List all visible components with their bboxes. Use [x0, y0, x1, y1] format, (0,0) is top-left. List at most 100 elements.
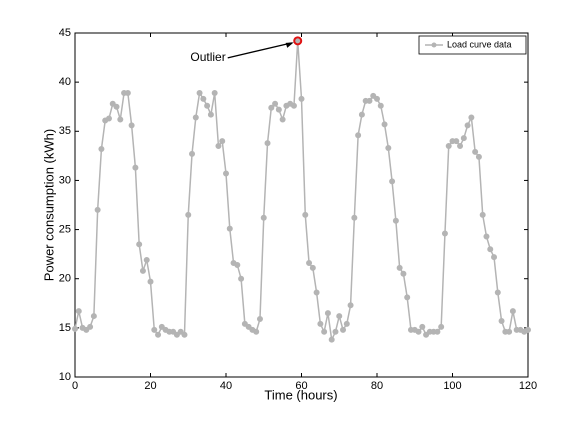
- y-tick-label: 35: [59, 125, 71, 137]
- data-point: [351, 214, 358, 221]
- data-point: [132, 164, 139, 171]
- data-point: [256, 316, 263, 323]
- data-point: [317, 320, 324, 327]
- x-tick-label: 60: [295, 380, 307, 392]
- data-point: [260, 214, 267, 221]
- data-point: [358, 111, 365, 118]
- annotation-arrowhead: [285, 42, 294, 48]
- legend-label: Load curve data: [447, 39, 512, 49]
- data-point: [381, 121, 388, 128]
- data-point: [434, 328, 441, 335]
- data-point: [279, 116, 286, 123]
- x-tick-label: 80: [371, 380, 383, 392]
- data-point: [385, 144, 392, 151]
- data-point: [487, 246, 494, 253]
- data-point: [128, 122, 135, 129]
- data-point: [415, 328, 422, 335]
- data-point: [441, 230, 448, 237]
- data-point: [90, 313, 97, 320]
- data-point: [396, 264, 403, 271]
- data-point: [238, 275, 245, 282]
- data-point: [355, 132, 362, 139]
- data-point: [294, 37, 301, 44]
- data-point: [468, 114, 475, 121]
- data-point: [109, 100, 116, 107]
- data-point: [494, 289, 501, 296]
- data-point: [374, 95, 380, 102]
- data-point: [241, 320, 248, 327]
- data-point: [457, 143, 464, 150]
- data-point: [483, 233, 490, 240]
- y-tick-label: 40: [59, 76, 71, 88]
- data-point: [219, 138, 226, 145]
- data-point: [377, 102, 384, 109]
- data-point: [98, 145, 105, 152]
- data-point: [479, 211, 486, 218]
- data-point: [173, 331, 180, 338]
- data-point: [223, 170, 229, 177]
- data-point: [83, 326, 90, 333]
- y-tick-label: 10: [59, 371, 71, 383]
- legend-box: [418, 35, 527, 55]
- data-point: [475, 153, 482, 160]
- data-point: [445, 143, 452, 150]
- data-point: [453, 138, 460, 145]
- data-point: [245, 323, 252, 330]
- data-point: [404, 294, 411, 301]
- data-point: [400, 270, 407, 277]
- data-point: [302, 211, 309, 218]
- data-point: [94, 206, 101, 213]
- annotation-text: Outlier: [190, 50, 225, 64]
- data-point: [72, 325, 78, 332]
- data-point: [506, 328, 513, 335]
- data-point: [370, 92, 377, 99]
- data-point: [151, 326, 158, 333]
- data-point: [158, 323, 165, 330]
- data-point: [313, 289, 320, 296]
- x-axis-label: Time (hours): [264, 387, 337, 402]
- data-point: [438, 323, 445, 330]
- data-point: [204, 102, 211, 109]
- data-point: [272, 100, 279, 107]
- data-point: [155, 331, 162, 338]
- y-tick-label: 45: [59, 27, 71, 39]
- x-tick-label: 40: [220, 380, 232, 392]
- data-point: [525, 326, 531, 333]
- data-point: [200, 95, 207, 102]
- data-point: [419, 323, 426, 330]
- data-point: [234, 261, 241, 268]
- y-axis-label: Power consumption (kWh): [41, 129, 56, 281]
- y-tick-label: 25: [59, 223, 71, 235]
- annotation-arrow: [227, 42, 292, 59]
- data-point: [336, 313, 343, 320]
- data-point: [189, 150, 196, 157]
- data-point: [321, 328, 328, 335]
- y-tick-label: 15: [59, 322, 71, 334]
- x-tick-label: 20: [144, 380, 156, 392]
- data-point: [324, 310, 331, 317]
- data-point: [87, 323, 94, 330]
- data-point: [75, 308, 82, 315]
- data-point: [290, 102, 297, 109]
- data-point: [215, 143, 222, 150]
- data-point: [147, 278, 154, 285]
- data-point: [136, 241, 143, 248]
- data-point: [268, 104, 275, 111]
- data-point: [192, 114, 199, 121]
- data-point: [498, 317, 505, 324]
- data-point: [340, 326, 347, 333]
- data-point: [275, 106, 282, 113]
- data-point: [343, 320, 350, 327]
- data-point: [253, 328, 260, 335]
- x-tick-label: 0: [72, 380, 78, 392]
- data-point: [460, 135, 467, 142]
- y-tick-label: 20: [59, 273, 71, 285]
- data-point: [509, 308, 516, 315]
- data-point: [332, 328, 339, 335]
- data-point: [423, 331, 430, 338]
- data-point: [347, 302, 354, 309]
- data-point: [139, 267, 146, 274]
- data-point: [143, 257, 150, 264]
- y-tick-label: 30: [59, 174, 71, 186]
